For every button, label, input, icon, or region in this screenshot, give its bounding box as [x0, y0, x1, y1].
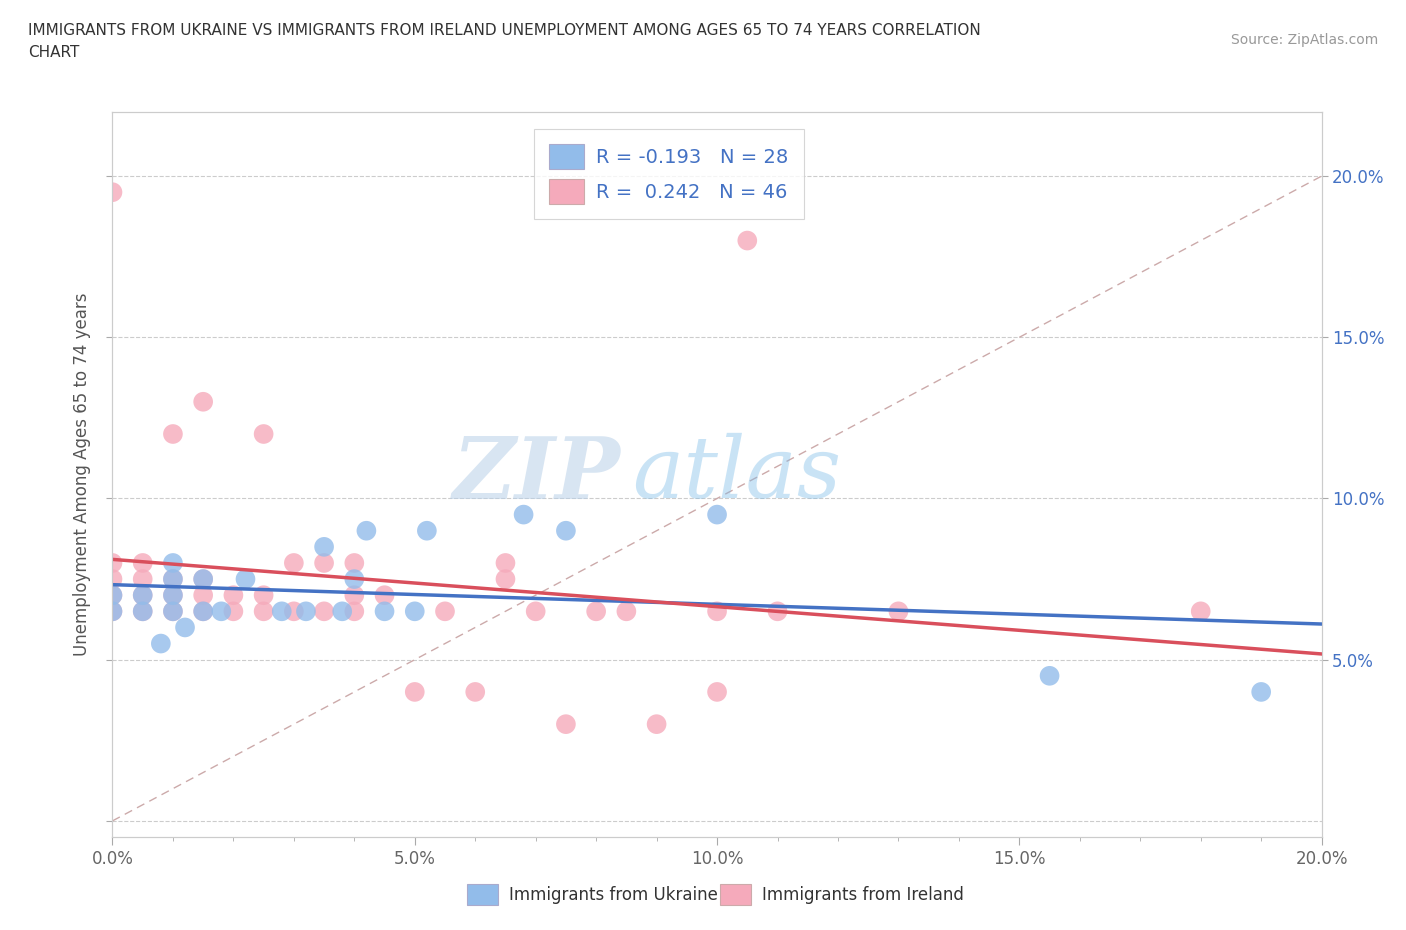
Point — [283, 604, 305, 618]
Point — [464, 684, 486, 699]
Point — [283, 555, 305, 570]
Point — [433, 604, 456, 618]
Text: Immigrants from Ireland: Immigrants from Ireland — [762, 885, 965, 904]
Text: atlas: atlas — [633, 433, 842, 515]
Legend: R = -0.193   N = 28, R =  0.242   N = 46: R = -0.193 N = 28, R = 0.242 N = 46 — [534, 128, 804, 219]
Point — [101, 604, 124, 618]
Point — [554, 717, 576, 732]
Point — [253, 588, 276, 603]
Point — [706, 507, 728, 522]
Point — [162, 555, 184, 570]
Point — [253, 604, 276, 618]
Point — [162, 604, 184, 618]
Point — [191, 572, 214, 587]
Point — [512, 507, 534, 522]
Point — [235, 572, 257, 587]
Point — [209, 604, 232, 618]
Point — [132, 604, 155, 618]
Point — [706, 684, 728, 699]
Point — [132, 588, 155, 603]
Point — [162, 572, 184, 587]
Point — [495, 572, 517, 587]
Point — [766, 604, 789, 618]
Point — [132, 555, 155, 570]
Point — [162, 604, 184, 618]
Point — [149, 636, 172, 651]
Point — [314, 604, 336, 618]
Point — [162, 572, 184, 587]
Point — [404, 684, 426, 699]
Point — [374, 588, 396, 603]
Point — [191, 588, 214, 603]
Point — [162, 427, 184, 442]
Point — [616, 604, 638, 618]
Point — [585, 604, 607, 618]
Point — [295, 604, 318, 618]
Point — [132, 604, 155, 618]
Point — [270, 604, 292, 618]
Point — [191, 604, 214, 618]
Point — [524, 604, 547, 618]
Point — [191, 572, 214, 587]
Point — [343, 588, 366, 603]
Point — [404, 604, 426, 618]
Point — [101, 572, 124, 587]
Point — [495, 555, 517, 570]
Point — [101, 185, 124, 200]
Point — [343, 555, 366, 570]
Point — [162, 588, 184, 603]
Y-axis label: Unemployment Among Ages 65 to 74 years: Unemployment Among Ages 65 to 74 years — [73, 293, 91, 656]
Point — [191, 604, 214, 618]
Point — [174, 620, 197, 635]
Point — [887, 604, 910, 618]
Point — [356, 524, 378, 538]
Point — [1038, 669, 1062, 684]
Point — [1250, 684, 1272, 699]
Point — [737, 233, 759, 248]
Point — [101, 555, 124, 570]
Point — [253, 427, 276, 442]
Point — [101, 604, 124, 618]
Point — [222, 588, 245, 603]
Point — [343, 572, 366, 587]
Point — [162, 588, 184, 603]
Point — [101, 588, 124, 603]
Text: Immigrants from Ukraine: Immigrants from Ukraine — [509, 885, 718, 904]
Point — [101, 588, 124, 603]
Point — [191, 394, 214, 409]
Text: IMMIGRANTS FROM UKRAINE VS IMMIGRANTS FROM IRELAND UNEMPLOYMENT AMONG AGES 65 TO: IMMIGRANTS FROM UKRAINE VS IMMIGRANTS FR… — [28, 23, 981, 38]
Point — [554, 524, 576, 538]
Point — [222, 604, 245, 618]
Point — [706, 604, 728, 618]
Point — [314, 555, 336, 570]
Text: CHART: CHART — [28, 45, 80, 60]
Point — [374, 604, 396, 618]
Point — [1189, 604, 1212, 618]
Point — [416, 524, 439, 538]
Point — [314, 539, 336, 554]
Point — [132, 572, 155, 587]
Point — [645, 717, 668, 732]
Text: Source: ZipAtlas.com: Source: ZipAtlas.com — [1230, 33, 1378, 46]
Point — [330, 604, 353, 618]
Point — [343, 604, 366, 618]
Point — [132, 588, 155, 603]
Text: ZIP: ZIP — [453, 432, 620, 516]
